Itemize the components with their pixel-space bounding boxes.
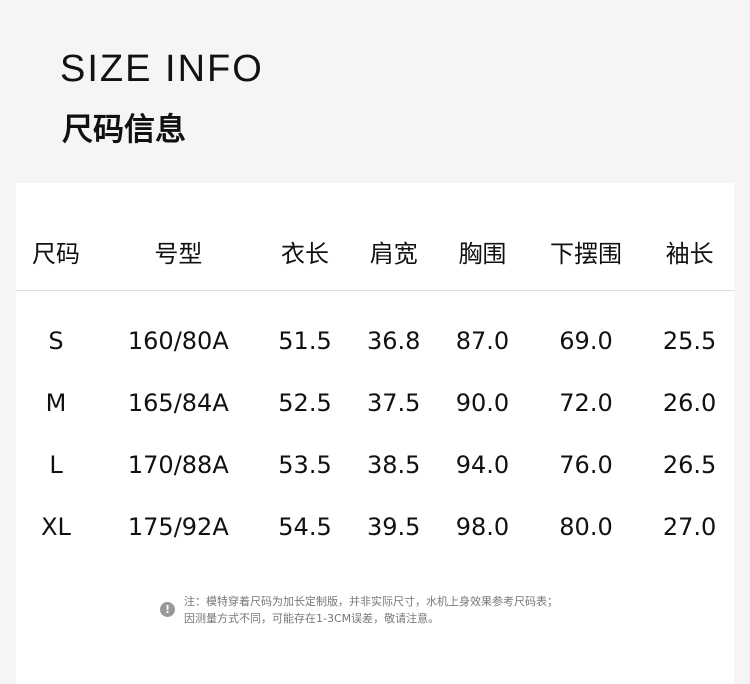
title-en: SIZE INFO — [60, 48, 264, 90]
note-line-2: 因测量方式不同，可能存在1-3CM误差，敬请注意。 — [184, 612, 440, 625]
table-cell: XL — [41, 513, 71, 541]
table-cell: 26.0 — [662, 389, 717, 417]
table-cell: 27.0 — [662, 513, 717, 541]
table-cell: 165/84A — [127, 389, 229, 417]
column-header: 衣长 — [260, 213, 350, 291]
table-cell: 80.0 — [559, 513, 613, 541]
table-cell: 37.5 — [367, 389, 421, 417]
table-cell: 25.5 — [662, 327, 717, 355]
size-card: 尺码 号型 衣长 肩宽 胸围 下摆围 袖长 S 160/80A 51.5 36.8 87.0 69.0 2… — [16, 183, 734, 684]
table-cell: 90.0 — [455, 389, 510, 417]
table-cell: 51.5 — [278, 327, 332, 355]
table-cell: 36.8 — [367, 327, 421, 355]
table-cell: 53.5 — [278, 451, 332, 479]
column-header: 尺码 — [16, 213, 97, 291]
table-row: S 160/80A 51.5 36.8 87.0 69.0 25.5 — [16, 291, 734, 373]
column-header: 袖长 — [645, 213, 734, 291]
table-cell: 175/92A — [127, 513, 229, 541]
column-header: 肩宽 — [349, 213, 439, 291]
note-line-1: 注：模特穿着尺码为加长定制版，并非实际尺寸，水机上身效果参考尺码表； — [184, 595, 558, 608]
table-cell: 39.5 — [367, 513, 421, 541]
table-cell: 76.0 — [559, 451, 613, 479]
column-header: 胸围 — [438, 213, 527, 291]
table-cell: 87.0 — [455, 327, 510, 355]
note: ! 注：模特穿着尺码为加长定制版，并非实际尺寸，水机上身效果参考尺码表； 因测量… — [160, 593, 558, 627]
table-cell: 69.0 — [559, 327, 613, 355]
table-cell: 160/80A — [127, 327, 229, 355]
title-cn: 尺码信息 — [62, 112, 186, 148]
table-cell: 54.5 — [278, 513, 332, 541]
table-cell: L — [49, 451, 63, 479]
table-cell: 98.0 — [455, 513, 510, 541]
table-cell: 52.5 — [278, 389, 332, 417]
table-cell: M — [45, 389, 67, 417]
table-row: M 165/84A 52.5 37.5 90.0 72.0 26.0 — [16, 372, 734, 434]
column-header: 下摆围 — [526, 213, 646, 291]
table-cell: 38.5 — [367, 451, 421, 479]
exclamation-icon: ! — [160, 602, 175, 617]
table-row: L 170/88A 53.5 38.5 94.0 76.0 26.5 — [16, 434, 734, 496]
table-cell: 94.0 — [455, 451, 510, 479]
table-cell: S — [48, 327, 64, 355]
size-table: 尺码 号型 衣长 肩宽 胸围 下摆围 袖长 S 160/80A 51.5 36.8 87.0 69.0 2… — [16, 213, 734, 558]
table-row: XL 175/92A 54.5 39.5 98.0 80.0 27.0 — [16, 496, 734, 558]
table-cell: 26.5 — [662, 451, 717, 479]
table-cell: 170/88A — [127, 451, 229, 479]
table-cell: 72.0 — [559, 389, 613, 417]
column-header: 号型 — [96, 213, 261, 291]
